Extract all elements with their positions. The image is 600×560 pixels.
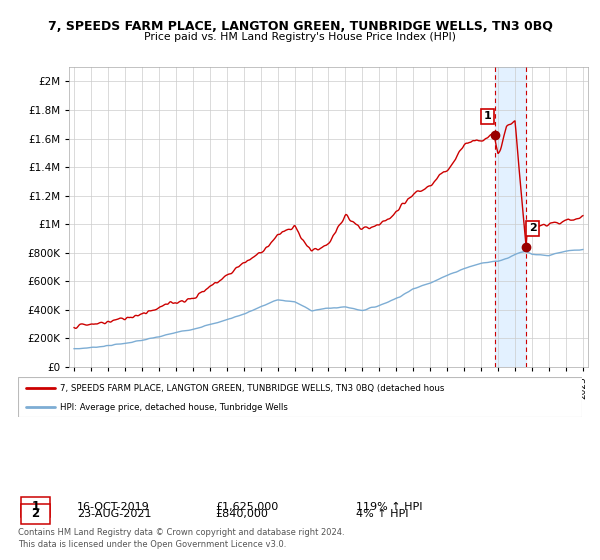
Text: £840,000: £840,000 — [215, 509, 268, 519]
Text: HPI: Average price, detached house, Tunbridge Wells: HPI: Average price, detached house, Tunb… — [60, 403, 288, 412]
Text: 16-OCT-2019: 16-OCT-2019 — [77, 502, 150, 512]
FancyBboxPatch shape — [18, 377, 582, 417]
Text: Contains HM Land Registry data © Crown copyright and database right 2024.: Contains HM Land Registry data © Crown c… — [18, 528, 344, 537]
Text: 1: 1 — [484, 111, 491, 122]
Text: 4% ↑ HPI: 4% ↑ HPI — [356, 509, 409, 519]
Text: 119% ↑ HPI: 119% ↑ HPI — [356, 502, 423, 512]
Text: £1,625,000: £1,625,000 — [215, 502, 278, 512]
Text: 7, SPEEDS FARM PLACE, LANGTON GREEN, TUNBRIDGE WELLS, TN3 0BQ (detached hous: 7, SPEEDS FARM PLACE, LANGTON GREEN, TUN… — [60, 385, 445, 394]
FancyBboxPatch shape — [21, 504, 50, 524]
Text: This data is licensed under the Open Government Licence v3.0.: This data is licensed under the Open Gov… — [18, 540, 286, 549]
Text: Price paid vs. HM Land Registry's House Price Index (HPI): Price paid vs. HM Land Registry's House … — [144, 32, 456, 43]
FancyBboxPatch shape — [21, 497, 50, 516]
Text: 2: 2 — [529, 223, 536, 234]
Text: 7, SPEEDS FARM PLACE, LANGTON GREEN, TUNBRIDGE WELLS, TN3 0BQ: 7, SPEEDS FARM PLACE, LANGTON GREEN, TUN… — [47, 20, 553, 32]
Bar — [494, 67, 526, 367]
Text: 2: 2 — [31, 507, 40, 520]
Text: 1: 1 — [31, 500, 40, 513]
Text: 23-AUG-2021: 23-AUG-2021 — [77, 509, 152, 519]
